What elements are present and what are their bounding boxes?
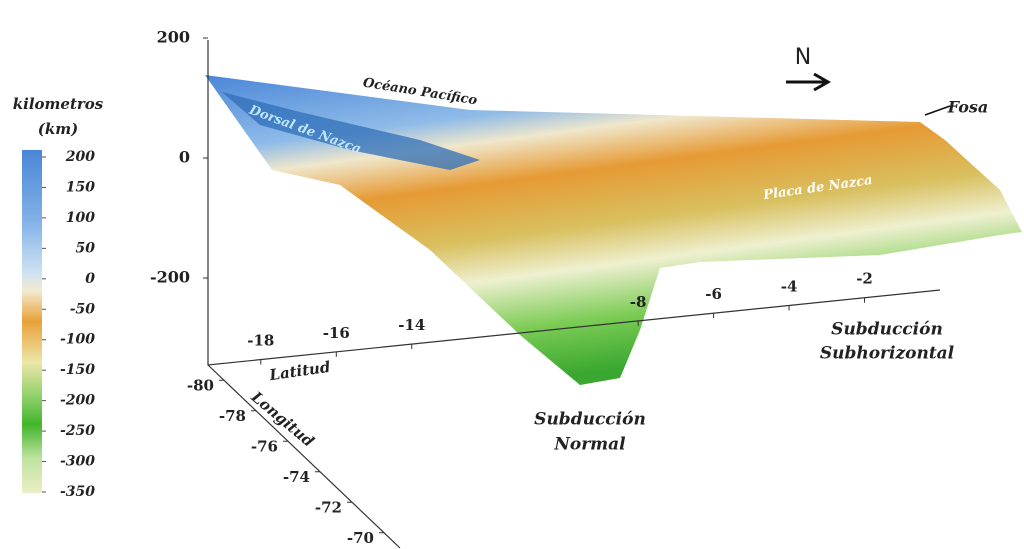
colorbar — [22, 150, 42, 493]
y-tick-label: -74 — [283, 468, 310, 486]
annotation: Subhorizontal — [820, 344, 955, 364]
x-tick-label: -8 — [630, 293, 647, 311]
north-arrow — [786, 72, 832, 92]
x-tick-label: -14 — [398, 316, 425, 334]
x-tick-label: -4 — [781, 277, 798, 295]
colorbar-unit: (km) — [38, 120, 78, 138]
y-tick-label: -76 — [251, 437, 278, 455]
colorbar-title: kilometros — [13, 95, 104, 113]
y-tick-label: -72 — [315, 498, 342, 516]
x-tick-label: -16 — [323, 324, 350, 342]
trench-arrow — [924, 105, 951, 116]
ridge-shape — [222, 92, 480, 170]
z-tick-label: 200 — [157, 28, 190, 47]
x-tick-label: -6 — [705, 285, 722, 303]
annotation: Subducción — [831, 320, 943, 340]
colorbar-tick-label: -200 — [60, 393, 95, 409]
annotation: Subducción — [534, 410, 646, 430]
y-tick-label: -78 — [219, 407, 246, 425]
x-tick-label: -2 — [856, 270, 873, 288]
colorbar-tick-label: -250 — [60, 423, 95, 439]
colorbar-tick-label: 200 — [65, 149, 95, 165]
colorbar-tick-label: 100 — [66, 210, 95, 226]
colorbar-tick-label: 150 — [66, 179, 95, 195]
colorbar-tick-label: -300 — [60, 454, 95, 470]
colorbar-tick-label: 50 — [76, 240, 96, 256]
annotation: Normal — [553, 435, 626, 455]
annotation: N — [795, 45, 811, 70]
axes — [207, 40, 941, 549]
z-tick-label: 0 — [179, 148, 190, 167]
x-axis-label: Latitud — [267, 358, 332, 385]
annotation: Fosa — [947, 98, 989, 117]
z-tick-label: -200 — [150, 268, 190, 287]
colorbar-tick-label: -100 — [60, 332, 95, 348]
y-tick-label: -80 — [187, 376, 214, 394]
colorbar-tick-label: -50 — [70, 301, 96, 317]
colorbar-tick-label: 0 — [85, 271, 95, 287]
x-tick-label: -18 — [247, 332, 274, 350]
colorbar-tick-label: -350 — [60, 484, 95, 500]
colorbar-tick-label: -150 — [60, 362, 95, 378]
y-tick-label: -70 — [347, 529, 374, 547]
